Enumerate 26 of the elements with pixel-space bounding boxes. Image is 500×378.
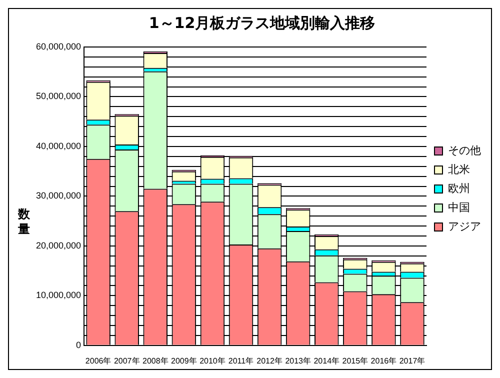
legend-label: 北米: [448, 162, 470, 176]
y-tick-label: 20,000,000: [36, 240, 82, 250]
x-tick-label: 2017年: [399, 356, 426, 366]
legend-label: 中国: [448, 200, 470, 214]
legend-label: その他: [448, 144, 481, 157]
x-tick-label: 2015年: [342, 356, 368, 366]
chart-title: 1～12月板ガラス地域別輸入推移: [148, 14, 376, 32]
y-tick-label: 60,000,000: [36, 41, 82, 52]
y-tick-label: 50,000,000: [36, 91, 82, 102]
y-tick-label: 40,000,000: [36, 140, 82, 151]
x-tick-label: 2007年: [114, 356, 140, 366]
x-tick-label: 2016年: [370, 356, 397, 366]
y-tick-label: 30,000,000: [36, 190, 82, 201]
x-tick-label: 2014年: [314, 356, 340, 366]
x-tick-label: 2006年: [85, 356, 112, 366]
x-tick-label: 2009年: [171, 356, 197, 366]
y-tick-label: 10,000,000: [36, 290, 82, 300]
y-axis-title: 数量: [17, 207, 31, 237]
x-tick-label: 2008年: [142, 356, 168, 366]
y-tick-label: 0: [76, 340, 82, 350]
x-tick-label: 2011年: [228, 356, 254, 366]
x-tick-label: 2012年: [256, 356, 282, 366]
x-tick-label: 2010年: [200, 356, 226, 366]
legend-label: 欧州: [448, 182, 470, 195]
legend-label: アジア: [448, 220, 481, 233]
x-tick-label: 2013年: [285, 356, 311, 366]
